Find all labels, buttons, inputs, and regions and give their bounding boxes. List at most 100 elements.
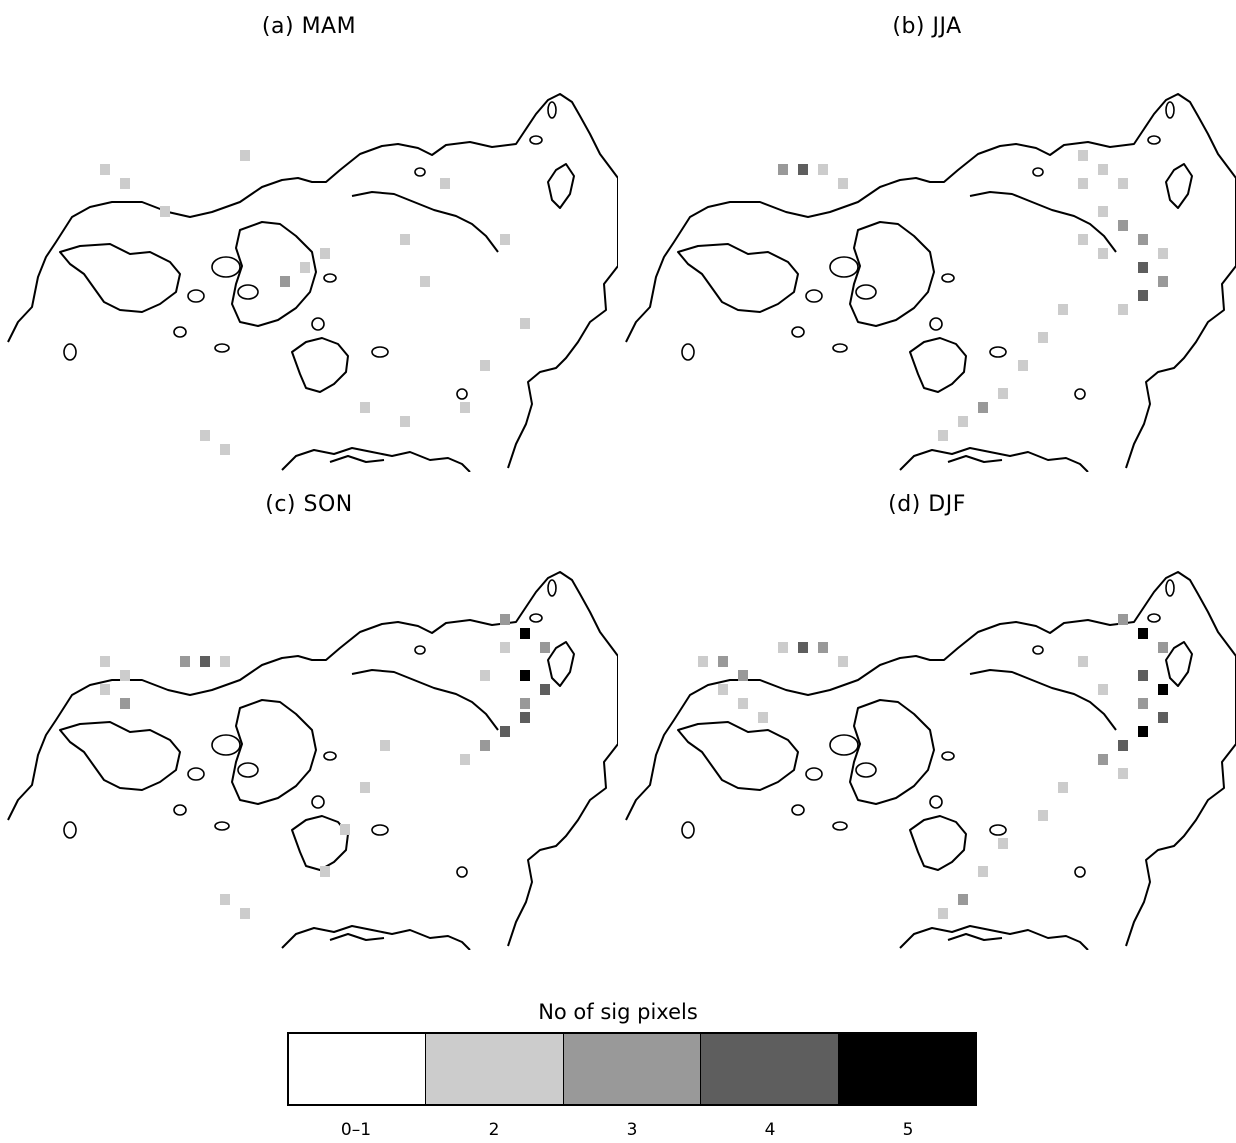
sig-pixel-cell: [1098, 248, 1108, 259]
sig-pixel-cell: [240, 908, 250, 919]
island-outline: [187, 289, 205, 303]
sig-pixel-cell: [120, 670, 130, 681]
island-outline: [63, 821, 77, 839]
sig-pixel-cell: [778, 164, 788, 175]
sig-pixel-cell: [718, 684, 728, 695]
sig-pixel-cell: [440, 178, 450, 189]
sig-pixel-cell: [320, 866, 330, 877]
island-outline: [173, 326, 187, 338]
island-outline: [414, 167, 426, 177]
sig-pixel-cell: [520, 698, 530, 709]
polar-map: [7, 93, 618, 472]
coastline: [281, 925, 471, 950]
island-outline: [1147, 613, 1161, 623]
island-outline: [1032, 167, 1044, 177]
sig-pixel-cell: [1118, 740, 1128, 751]
island-outline: [681, 343, 695, 361]
sig-pixel-cell: [360, 782, 370, 793]
sig-pixel-cell: [1038, 810, 1048, 821]
island-outline: [323, 273, 337, 283]
island-outline: [323, 751, 337, 761]
sig-pixel-cell: [500, 726, 510, 737]
coastline: [547, 163, 575, 209]
island-outline: [791, 804, 805, 816]
panel-title: (d) DJF: [888, 492, 966, 517]
island-outline: [941, 273, 955, 283]
sig-pixel-cell: [1138, 698, 1148, 709]
coastline: [351, 191, 499, 253]
sig-pixel-cell: [818, 164, 828, 175]
coastline: [677, 243, 799, 313]
coastline: [291, 815, 349, 871]
coastline: [351, 669, 499, 731]
sig-pixel-cell: [1118, 220, 1128, 231]
island-outline: [547, 101, 557, 119]
coastline: [677, 721, 799, 791]
coastline: [1165, 163, 1193, 209]
island-outline: [1165, 101, 1175, 119]
sig-pixel-cell: [998, 388, 1008, 399]
sig-pixel-cell: [1078, 234, 1088, 245]
coastline: [231, 221, 317, 327]
coastline: [7, 93, 618, 469]
sig-pixel-cell: [978, 402, 988, 413]
sig-pixel-cell: [200, 656, 210, 667]
island-outline: [214, 343, 230, 353]
coastline: [59, 721, 181, 791]
sig-pixel-cell: [1098, 684, 1108, 695]
sig-pixel-cell: [958, 894, 968, 905]
coastline: [969, 669, 1117, 731]
sig-pixel-cell: [1158, 248, 1168, 259]
coastline: [969, 191, 1117, 253]
sig-pixel-cell: [1058, 782, 1068, 793]
island-outline: [1074, 866, 1086, 878]
colorbar-label: 5: [902, 1120, 914, 1140]
sig-pixel-cell: [220, 656, 230, 667]
coastline: [909, 337, 967, 393]
island-outline: [456, 388, 468, 400]
sig-pixel-cell: [100, 656, 110, 667]
island-outline: [1032, 645, 1044, 655]
polar-map: [7, 571, 618, 950]
sig-pixel-cell: [1118, 614, 1128, 625]
sig-pixel-cell: [480, 360, 490, 371]
sig-pixel-cell: [500, 614, 510, 625]
sig-pixel-cell: [1158, 684, 1168, 695]
panel-mam: (a) MAM: [0, 0, 618, 500]
sig-pixel-cell: [100, 164, 110, 175]
sig-pixel-cell: [1138, 234, 1148, 245]
sig-pixel-cell: [1138, 670, 1148, 681]
sig-pixel-cell: [1078, 150, 1088, 161]
island-outline: [371, 824, 389, 836]
sig-pixel-cell: [1118, 768, 1128, 779]
island-outline: [311, 317, 325, 331]
sig-pixel-cell: [540, 684, 550, 695]
sig-pixel-cell: [1138, 290, 1148, 301]
island-outline: [805, 289, 823, 303]
sig-pixel-cell: [380, 740, 390, 751]
coastline: [899, 447, 1089, 472]
coastline: [849, 221, 935, 327]
sig-pixel-cell: [280, 276, 290, 287]
sig-pixel-cell: [1138, 262, 1148, 273]
panel-son: (c) SON: [0, 478, 618, 978]
sig-pixel-cell: [838, 178, 848, 189]
sig-pixel-cell: [738, 670, 748, 681]
sig-pixel-cell: [1118, 304, 1128, 315]
island-outline: [855, 762, 877, 778]
island-outline: [791, 326, 805, 338]
sig-pixel-cell: [1018, 360, 1028, 371]
colorbar: [287, 1032, 977, 1106]
polar-map: [625, 93, 1236, 472]
sig-pixel-cell: [1098, 206, 1108, 217]
sig-pixel-cell: [520, 670, 530, 681]
island-outline: [829, 734, 859, 756]
coastline: [1165, 641, 1193, 687]
sig-pixel-cell: [500, 234, 510, 245]
sig-pixel-cell: [698, 656, 708, 667]
sig-pixel-cell: [1158, 642, 1168, 653]
island-outline: [805, 767, 823, 781]
coastline: [947, 455, 1003, 463]
coastline: [625, 93, 1236, 469]
sig-pixel-cell: [1098, 164, 1108, 175]
